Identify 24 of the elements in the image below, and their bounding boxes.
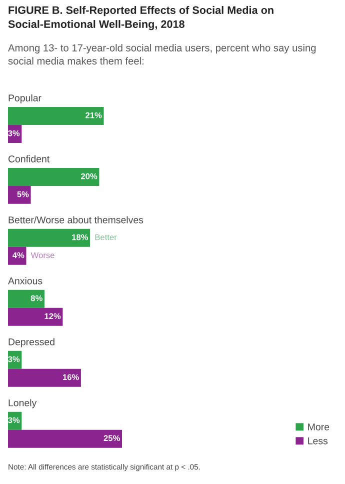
data-label: 3%	[8, 130, 20, 136]
data-label: 3%	[8, 417, 20, 424]
y-tick-label: Popular	[8, 94, 42, 104]
y-tick-label: Depressed	[8, 338, 54, 348]
annotation: Better	[95, 234, 117, 240]
data-label: 21%	[86, 112, 102, 118]
data-label: 5%	[17, 191, 29, 198]
annotation: Worse	[30, 252, 54, 258]
chart-title: FIGURE B. Self-Reported Effects of Social Media on Social-Emotional Well-Being, 2018	[8, 6, 274, 30]
legend-label: Less	[308, 438, 328, 444]
data-label: 8%	[30, 295, 42, 302]
legend-label: More	[308, 424, 330, 430]
y-tick-label: Lonely	[8, 399, 37, 408]
data-label: 16%	[62, 374, 79, 380]
data-label: 3%	[8, 356, 20, 362]
y-tick-label: Better/Worse about themselves	[8, 216, 144, 224]
data-label: 4%	[12, 252, 24, 258]
text: Among 13- to 17-year-old social media users, percent who say using social media makes them feel:	[8, 44, 316, 65]
data-label: 20%	[80, 173, 98, 180]
data-label: 25%	[104, 435, 120, 442]
data-label: 18%	[72, 234, 88, 240]
y-tick-label: Confident	[8, 155, 50, 162]
data-label: 12%	[44, 313, 61, 320]
y-tick-label: Anxious	[8, 277, 42, 284]
